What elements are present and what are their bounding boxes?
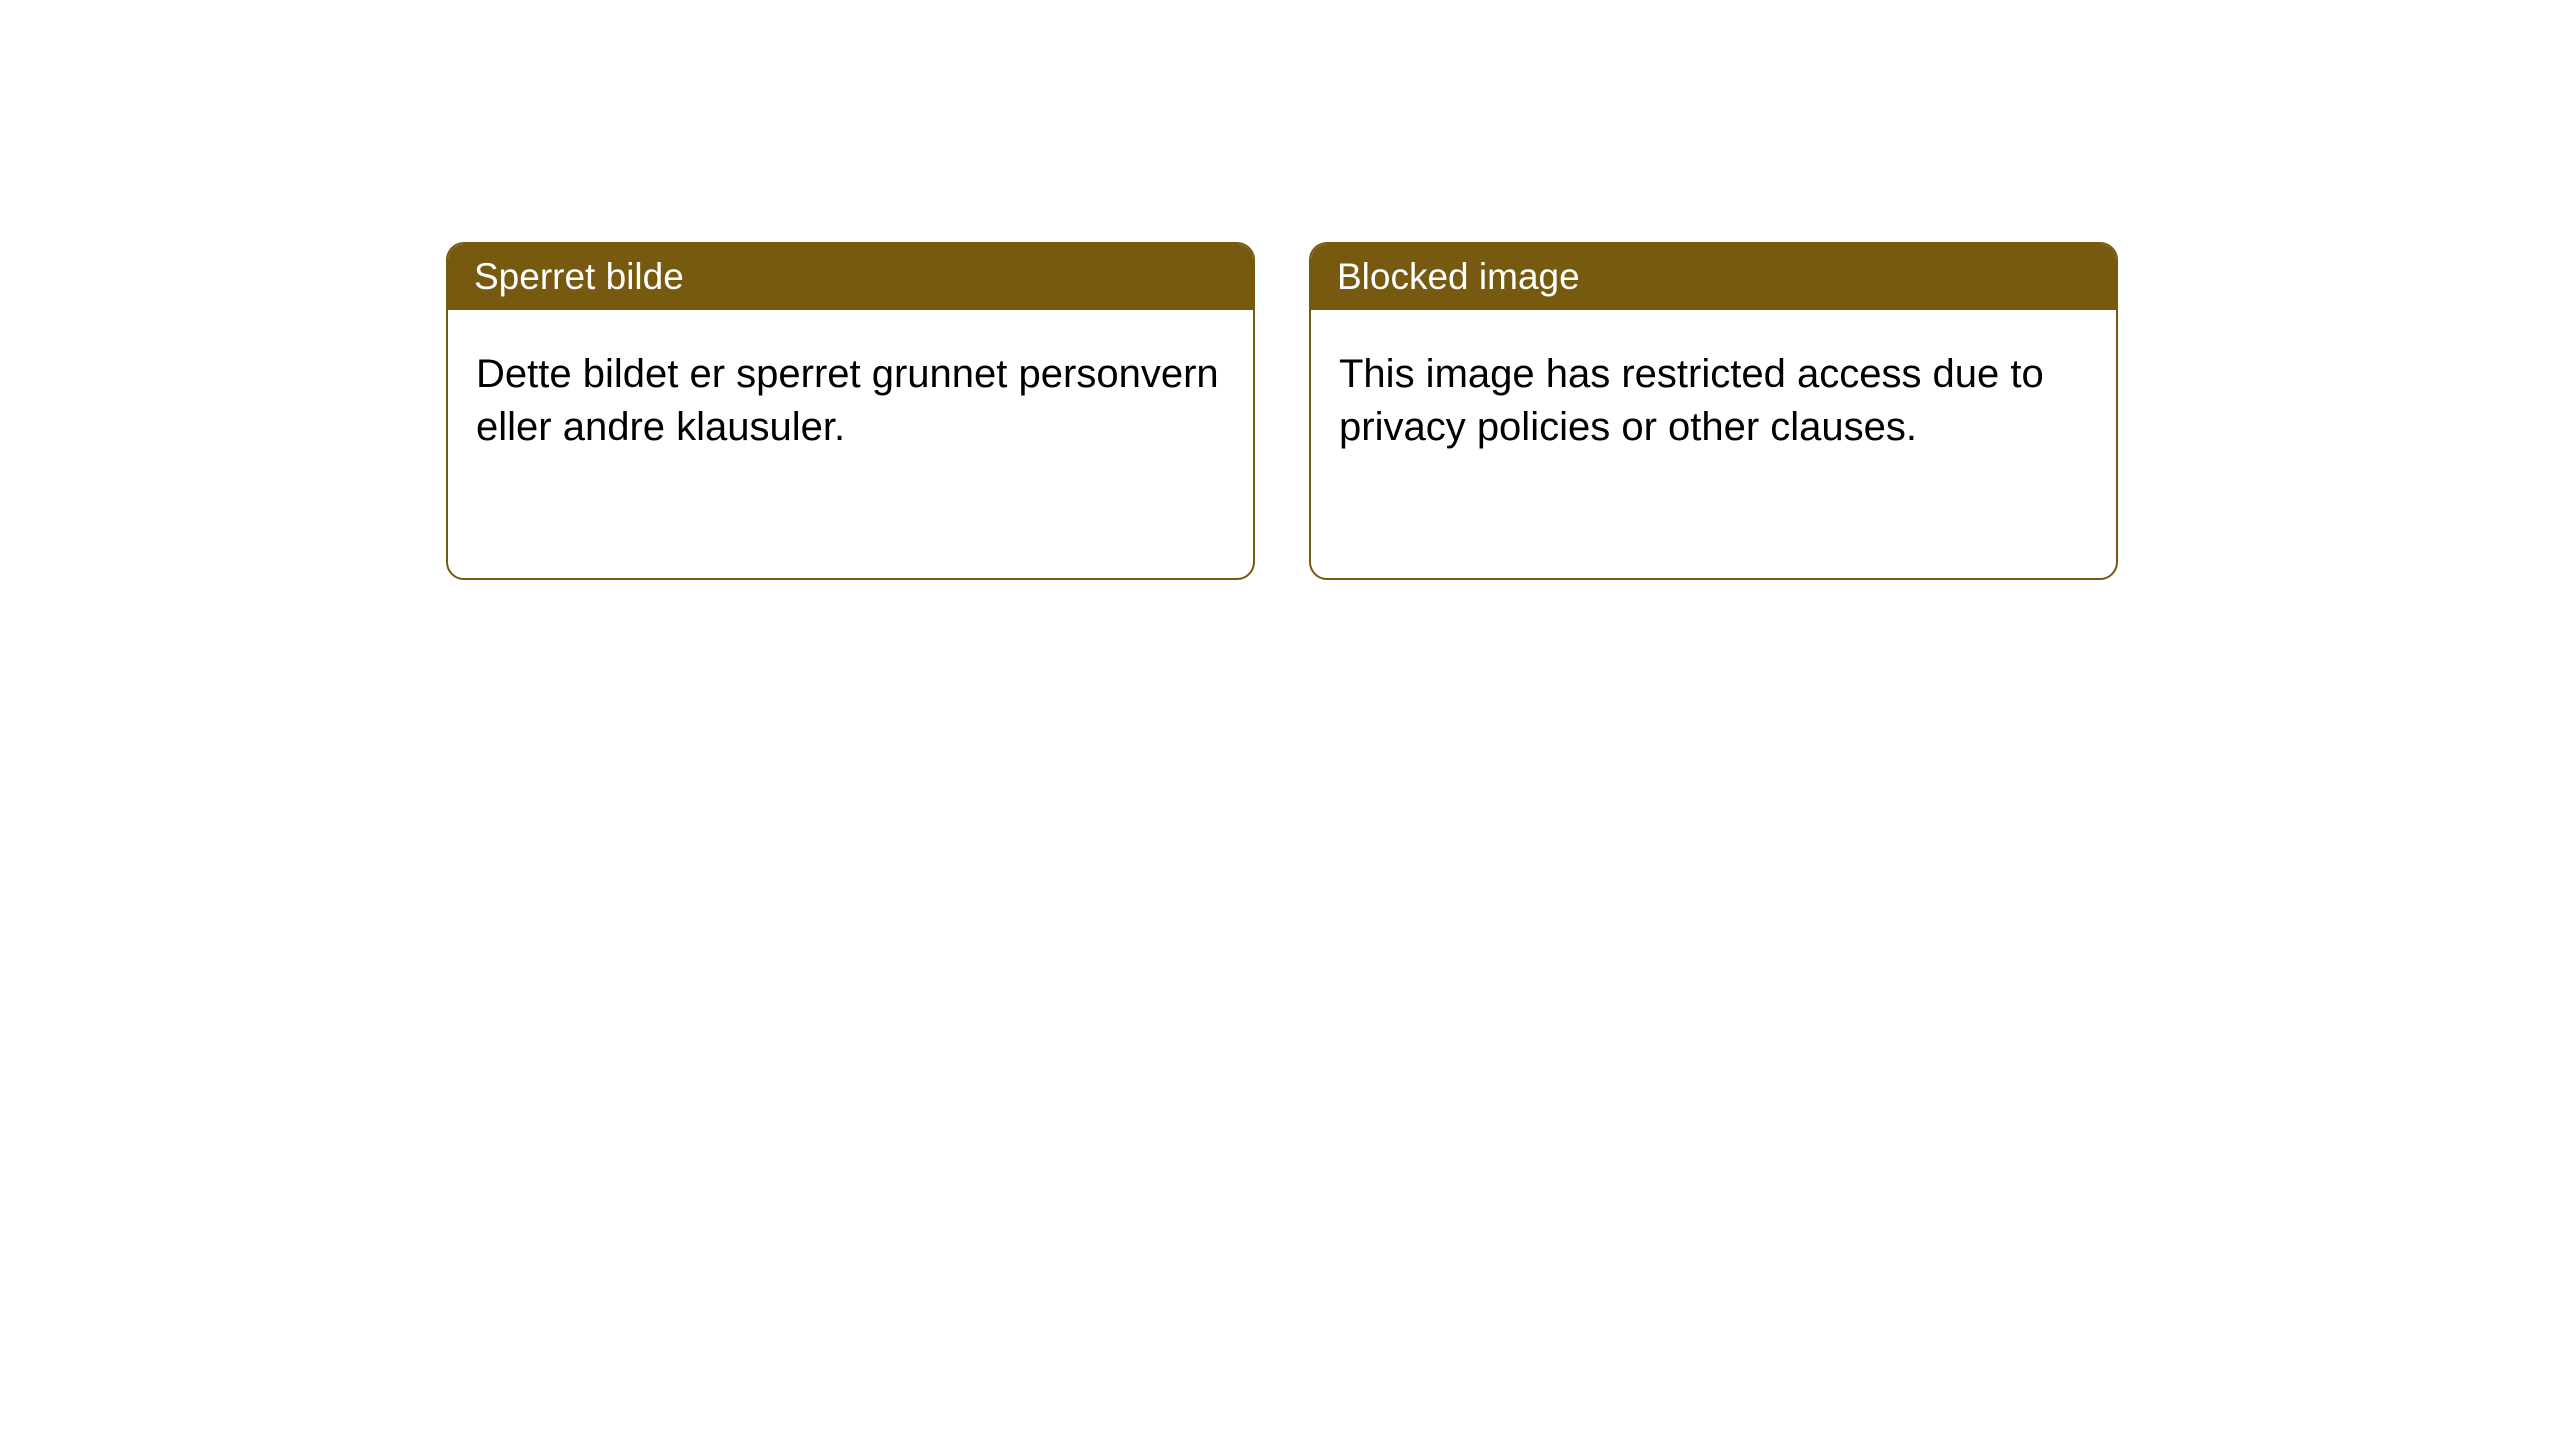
notice-card-norwegian: Sperret bilde Dette bildet er sperret gr…	[446, 242, 1255, 580]
card-body: This image has restricted access due to …	[1311, 310, 2116, 492]
card-header: Sperret bilde	[448, 244, 1253, 310]
card-title: Blocked image	[1337, 256, 1580, 297]
notice-cards-container: Sperret bilde Dette bildet er sperret gr…	[446, 242, 2560, 580]
card-body: Dette bildet er sperret grunnet personve…	[448, 310, 1253, 492]
card-message: This image has restricted access due to …	[1339, 352, 2044, 449]
card-header: Blocked image	[1311, 244, 2116, 310]
card-title: Sperret bilde	[474, 256, 684, 297]
notice-card-english: Blocked image This image has restricted …	[1309, 242, 2118, 580]
card-message: Dette bildet er sperret grunnet personve…	[476, 352, 1219, 449]
